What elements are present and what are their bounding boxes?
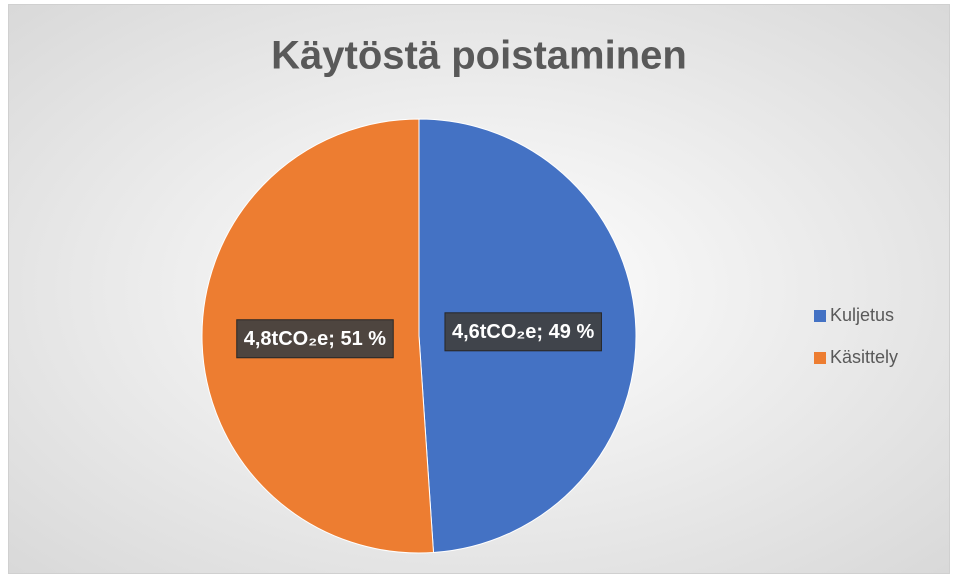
data-label-box: [236, 319, 394, 359]
legend-swatch: [814, 352, 826, 364]
legend-label: Kuljetus: [830, 305, 894, 325]
chart-title: Käytöstä poistaminen: [271, 34, 687, 78]
data-label: 4,6tCO₂e; 49 %: [452, 321, 594, 343]
legend-swatch: [814, 310, 826, 322]
data-label: 4,8tCO₂e; 51 %: [244, 328, 386, 350]
legend-label: Käsittely: [830, 347, 898, 367]
data-label-box: [444, 312, 602, 352]
